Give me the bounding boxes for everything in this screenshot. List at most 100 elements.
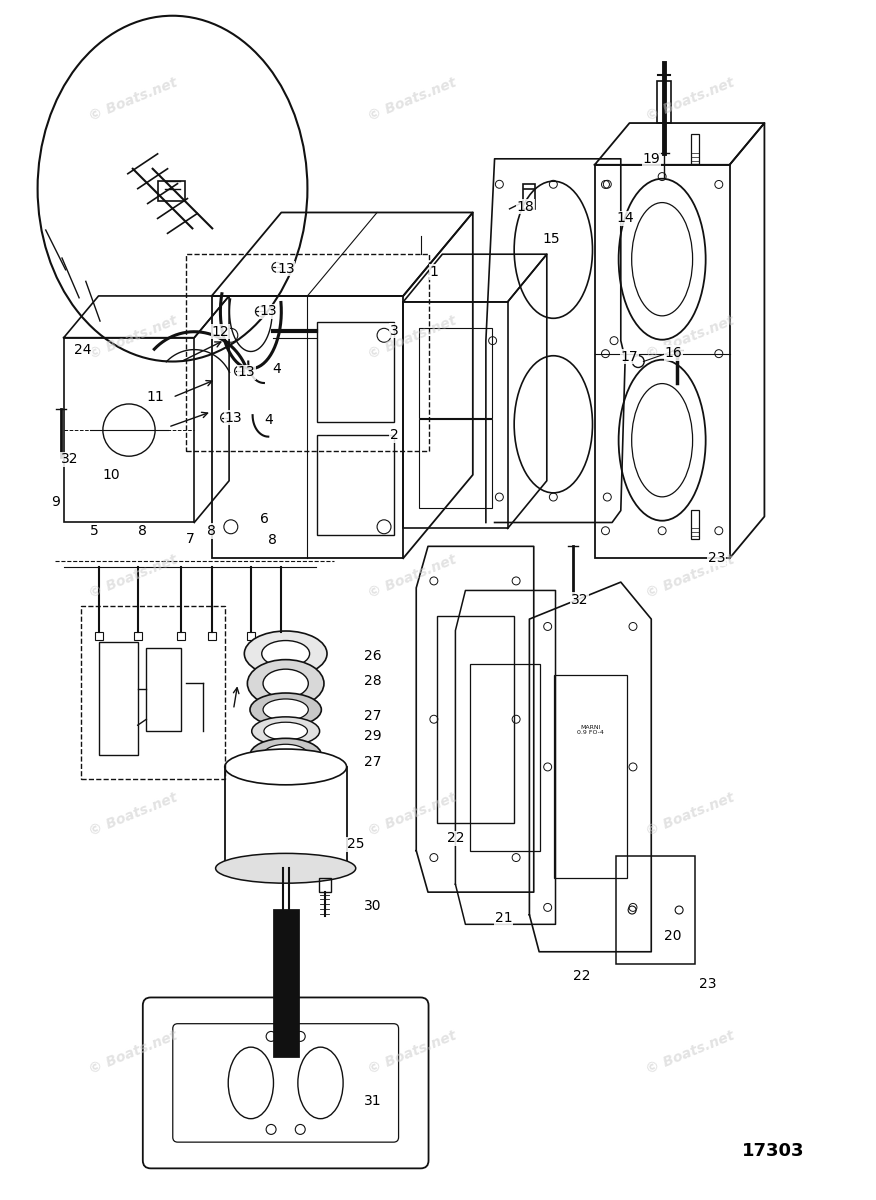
Bar [317, 434, 393, 535]
Text: © Boats.net: © Boats.net [644, 552, 737, 600]
Text: © Boats.net: © Boats.net [644, 313, 737, 362]
Bar [186, 254, 429, 451]
Text: 1: 1 [429, 265, 438, 280]
Text: © Boats.net: © Boats.net [87, 552, 180, 600]
Text: 3: 3 [390, 324, 399, 337]
Bar [64, 337, 194, 522]
Bar [134, 632, 142, 640]
Ellipse shape [215, 853, 356, 883]
Text: © Boats.net: © Boats.net [644, 76, 737, 124]
Text: © Boats.net: © Boats.net [87, 1028, 180, 1078]
Bar [691, 510, 699, 539]
Text: 21: 21 [495, 911, 512, 925]
Bar [158, 181, 186, 200]
Text: © Boats.net: © Boats.net [87, 313, 180, 362]
Bar [554, 674, 627, 878]
Bar [225, 767, 347, 869]
Text: 22: 22 [573, 968, 590, 983]
Text: 27: 27 [364, 709, 382, 722]
Text: © Boats.net: © Boats.net [365, 552, 458, 600]
Ellipse shape [263, 744, 308, 766]
Ellipse shape [263, 670, 308, 697]
Ellipse shape [225, 749, 347, 785]
Bar [98, 642, 138, 755]
Text: © Boats.net: © Boats.net [644, 1028, 737, 1078]
Bar [247, 632, 255, 640]
Text: 27: 27 [364, 755, 382, 769]
Ellipse shape [251, 716, 320, 745]
Ellipse shape [250, 738, 321, 772]
Text: 17303: 17303 [742, 1142, 804, 1160]
Text: 32: 32 [571, 593, 589, 607]
Text: 7: 7 [186, 532, 194, 546]
Text: 11: 11 [146, 390, 164, 404]
Bar [146, 648, 181, 731]
Text: 5: 5 [90, 524, 99, 538]
Bar [617, 857, 695, 964]
Ellipse shape [244, 631, 327, 677]
Text: 20: 20 [664, 929, 682, 943]
Text: © Boats.net: © Boats.net [365, 791, 458, 839]
Text: 8: 8 [268, 533, 277, 547]
Bar [403, 302, 507, 528]
Text: 29: 29 [364, 728, 382, 743]
Bar [524, 184, 535, 209]
Text: 13: 13 [277, 262, 294, 276]
Text: 26: 26 [364, 649, 382, 664]
Bar [437, 616, 513, 823]
Ellipse shape [247, 660, 324, 707]
Bar [691, 134, 699, 163]
Bar [419, 419, 492, 508]
Text: 23: 23 [699, 977, 717, 991]
Text: 14: 14 [617, 211, 634, 226]
Text: 12: 12 [212, 325, 230, 338]
Text: 25: 25 [347, 838, 364, 852]
Ellipse shape [263, 698, 308, 720]
Bar [470, 664, 540, 851]
Text: 18: 18 [516, 199, 534, 214]
Bar [95, 632, 102, 640]
Text: 4: 4 [272, 361, 281, 376]
Bar [208, 632, 215, 640]
Text: 9: 9 [51, 496, 60, 509]
Text: 22: 22 [447, 832, 464, 846]
Text: © Boats.net: © Boats.net [87, 76, 180, 124]
Ellipse shape [262, 641, 309, 667]
Text: © Boats.net: © Boats.net [365, 313, 458, 362]
Bar [81, 606, 225, 779]
Text: 8: 8 [138, 524, 146, 538]
Text: 16: 16 [664, 346, 682, 360]
Bar [212, 296, 403, 558]
Ellipse shape [264, 722, 307, 740]
Text: 13: 13 [225, 410, 243, 425]
Bar [657, 82, 671, 124]
Text: MARNI
0.9 FO-4: MARNI 0.9 FO-4 [577, 725, 604, 736]
Bar [595, 164, 730, 558]
Bar [319, 878, 331, 892]
Text: 17: 17 [621, 349, 639, 364]
Text: 8: 8 [208, 524, 216, 538]
Text: 2: 2 [390, 428, 399, 443]
Text: © Boats.net: © Boats.net [365, 76, 458, 124]
Text: 23: 23 [708, 551, 725, 565]
Text: 30: 30 [364, 900, 382, 913]
Text: 32: 32 [61, 452, 79, 467]
Text: 4: 4 [264, 413, 272, 427]
Text: 15: 15 [542, 232, 560, 246]
Bar [278, 632, 286, 640]
Text: 19: 19 [643, 152, 661, 166]
Ellipse shape [250, 694, 321, 726]
Bar [177, 632, 185, 640]
Text: 28: 28 [364, 674, 382, 688]
Text: 10: 10 [102, 468, 121, 481]
Text: 13: 13 [259, 305, 277, 318]
Bar [317, 322, 393, 422]
Text: 31: 31 [364, 1094, 382, 1108]
Text: © Boats.net: © Boats.net [644, 791, 737, 839]
Text: 24: 24 [74, 342, 92, 356]
Text: 13: 13 [237, 365, 256, 379]
Text: 6: 6 [259, 512, 268, 526]
Bar [419, 328, 492, 418]
Text: © Boats.net: © Boats.net [87, 791, 180, 839]
Text: © Boats.net: © Boats.net [365, 1028, 458, 1078]
